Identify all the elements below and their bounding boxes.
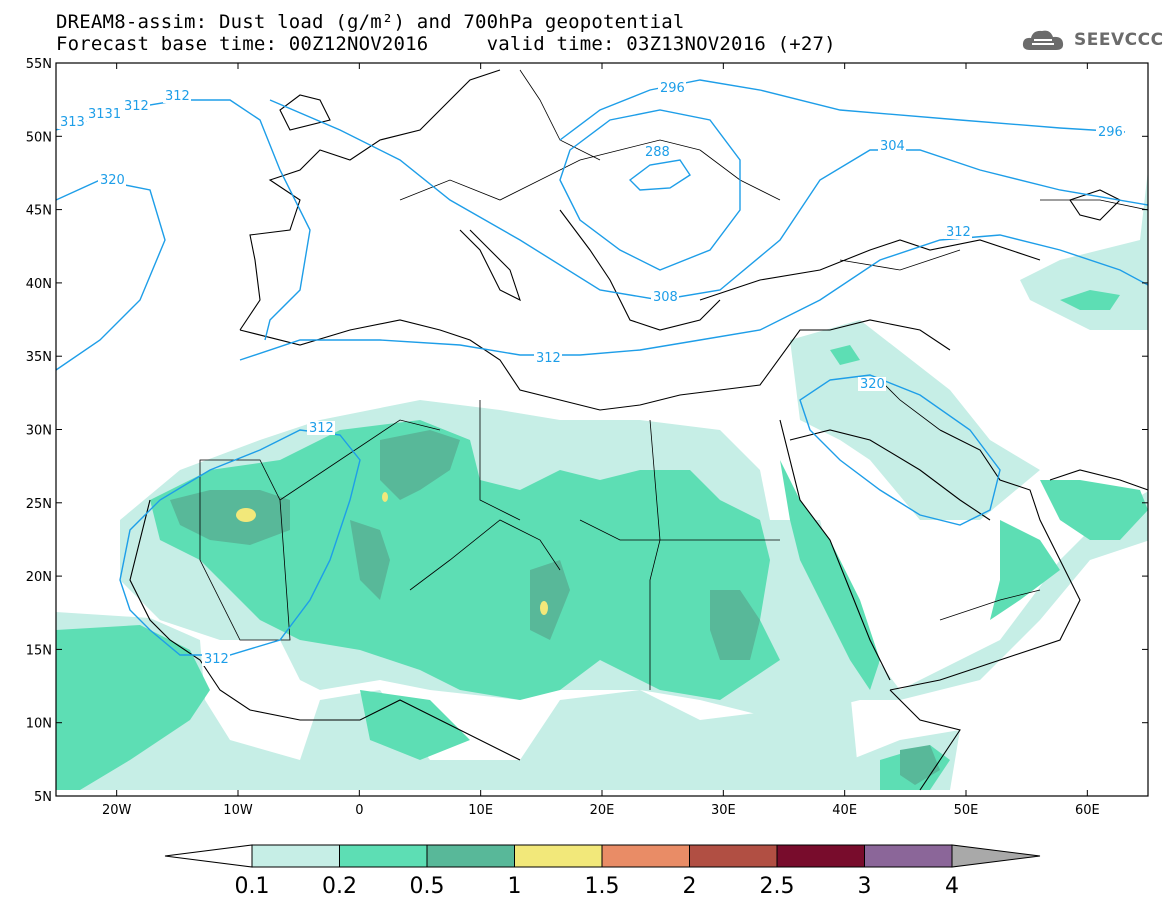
contour-288-ring [628,159,691,191]
forecast-time-subtitle: Forecast base time: 00Z12NOV2016 valid t… [56,33,836,55]
contour-296 [559,79,1126,141]
contour-label: 320 [100,173,125,188]
contour-label: 296 [660,81,685,96]
lat-tick-label: 5N [34,790,52,805]
contour-label-bg [643,145,671,159]
map-title: DREAM8-assim: Dust load (g/m²) and 700hP… [56,11,685,33]
colorbar-swatch [776,844,865,868]
dust-layer-0-2 [56,290,1148,790]
contour-312-south [239,234,1148,361]
contour-label-bg [98,173,126,187]
map-frame-content [56,69,1148,791]
contour-304 [269,99,1148,301]
colorbar-over-triangle [951,844,1041,868]
lat-tick-label: 20N [26,570,52,585]
seevccc-logo: SEEVCCC [1020,26,1164,54]
contour-296-ring [559,109,741,271]
lon-tick-label: 10E [468,803,493,818]
contour-label: 312 [946,225,971,240]
contour-label-bg [858,377,886,391]
lon-tick-label: 20E [590,803,615,818]
contour-label-bg [86,107,122,121]
lat-tick-label: 45N [26,204,52,219]
colorbar-swatch [514,844,603,868]
lon-tick-label: 30E [711,803,736,818]
colorbar-label: 1.5 [584,874,620,899]
lat-tick-label: 10N [26,717,52,732]
contour-label: 312 [536,351,561,366]
contour-label-bg [122,99,150,113]
contour-312-north [56,99,311,341]
country-borders [199,69,1148,690]
contour-label: 320 [860,377,885,392]
contour-label: 313 [60,115,85,130]
contour-label-bg [58,115,86,129]
lat-tick-label: 55N [26,57,52,72]
colorbar-label: 0.2 [322,874,357,899]
longitude-axis: 20W 10W 0 10E 20E 30E 40E 50E 60E [102,63,1100,818]
dust-layer-1 [236,492,548,615]
contour-label-bg [658,81,686,95]
contour-label: 308 [653,290,678,305]
logo-text: SEEVCCC [1074,30,1164,50]
contour-label-bg [944,225,972,239]
contour-label-bg [878,139,906,153]
contour-label-bg [307,421,335,435]
colorbar-swatch [251,844,340,868]
contour-label: 312 [204,652,229,667]
contour-label: 3131 [88,107,121,122]
colorbar [164,844,1041,868]
contour-label: 312 [124,99,149,114]
lat-tick-label: 25N [26,497,52,512]
lat-tick-label: 15N [26,643,52,658]
colorbar-swatch [689,844,778,868]
contour-312-sahara [119,429,361,656]
colorbar-label: 3 [857,874,872,899]
colorbar-label: 0.5 [409,874,445,899]
colorbar-swatch [426,844,515,868]
lat-tick-label: 35N [26,350,52,365]
lon-tick-label: 50E [954,803,979,818]
contour-320-west [56,179,166,371]
lat-tick-label: 40N [26,277,52,292]
contour-label: 288 [645,145,670,160]
colorbar-label: 2 [682,874,697,899]
cloud-logo-icon [1022,30,1064,50]
lon-tick-label: 0 [355,803,363,818]
contour-label: 312 [309,421,334,436]
contour-label-bg [202,652,230,666]
contour-label: 296 [1098,125,1123,140]
contour-label-bg [1096,125,1124,139]
lon-tick-label: 10W [223,803,253,818]
contour-label-bg [651,290,679,304]
lon-tick-label: 60E [1075,803,1100,818]
contour-320-arabia [799,374,1001,526]
colorbar-label: 1 [507,874,522,899]
colorbar-label: 2.5 [759,874,795,899]
colorbar-swatch [864,844,953,868]
contour-label: 312 [165,89,190,104]
lat-tick-label: 50N [26,130,52,145]
lon-tick-label: 40E [832,803,857,818]
colorbar-swatch [601,844,690,868]
coastlines [129,69,1148,791]
colorbar-label: 4 [945,874,959,899]
latitude-axis: 55N 50N 45N 40N 35N 30N 25N 20N 15N 10N 5N [26,57,1148,805]
contour-label-bg [163,89,191,103]
contour-label: 304 [880,139,905,154]
lat-tick-label: 30N [26,424,52,439]
lon-tick-label: 20W [102,803,132,818]
colorbar-swatch [339,844,428,868]
contour-label-bg [534,351,562,365]
colorbar-under-triangle [164,844,253,868]
colorbar-label: 0.1 [234,874,270,899]
